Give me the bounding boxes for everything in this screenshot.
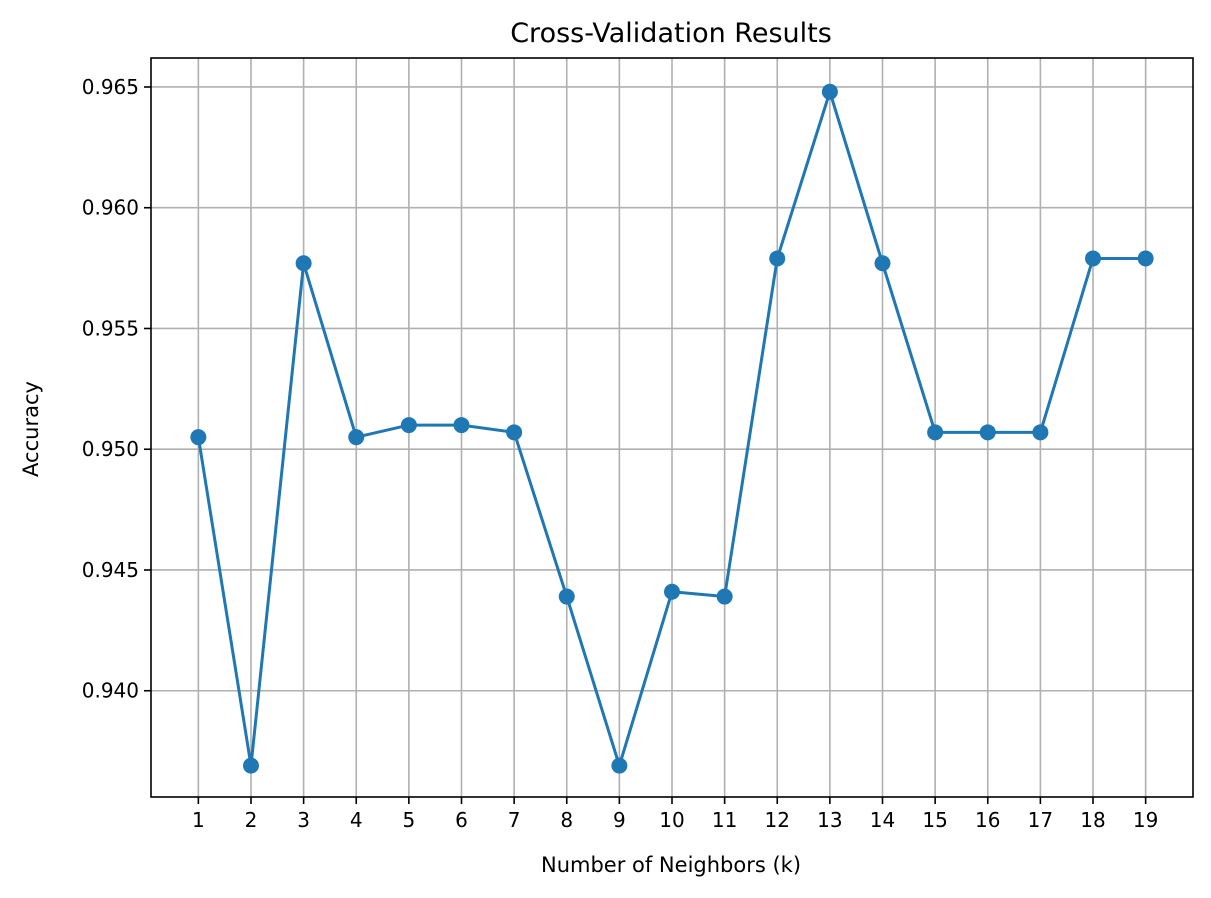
data-point-k18: [1085, 250, 1102, 267]
x-tick-label: 18: [1080, 808, 1105, 832]
chart-title: Cross-Validation Results: [510, 18, 832, 49]
y-tick-label: 0.940: [82, 679, 139, 703]
x-tick-label: 11: [712, 808, 737, 832]
y-tick-label: 0.965: [82, 75, 139, 99]
data-point-k11: [716, 588, 733, 605]
axis-ticks: 1 2 3 4 5 6 7 8 9 10 11 12 13 14 15 16 17 18 190.9400.9450…: [82, 75, 1159, 832]
data-point-k7: [506, 424, 523, 441]
data-point-k10: [664, 583, 680, 600]
x-tick-label: 16: [975, 808, 1000, 832]
x-tick-label: 19: [1133, 808, 1158, 832]
x-tick-label: 1: [192, 808, 205, 832]
data-point-k6: [453, 417, 470, 434]
data-point-k2: [242, 757, 259, 774]
x-tick-label: 10: [659, 808, 684, 832]
data-point-k13: [821, 83, 838, 100]
x-tick-label: 3: [297, 808, 310, 832]
x-tick-label: 6: [455, 808, 468, 832]
data-point-k1: [190, 429, 207, 446]
y-axis-label: Accuracy: [19, 381, 43, 477]
x-tick-label: 8: [560, 808, 573, 832]
x-tick-label: 15: [922, 808, 947, 832]
x-tick-label: 12: [765, 808, 790, 832]
data-point-k9: [611, 757, 628, 774]
x-tick-label: 17: [1028, 808, 1053, 832]
x-tick-label: 14: [870, 808, 895, 832]
data-point-k16: [979, 424, 996, 441]
data-point-k3: [295, 255, 312, 272]
data-series: [190, 83, 1154, 774]
data-point-k19: [1137, 250, 1154, 267]
y-tick-label: 0.960: [82, 196, 139, 220]
data-point-k15: [927, 424, 944, 441]
x-tick-label: 7: [508, 808, 521, 832]
data-point-k8: [558, 588, 575, 605]
x-tick-label: 2: [245, 808, 258, 832]
x-tick-label: 9: [613, 808, 626, 832]
data-point-k14: [874, 255, 891, 272]
y-tick-label: 0.945: [82, 558, 139, 582]
x-tick-label: 5: [403, 808, 416, 832]
data-point-k4: [348, 429, 365, 446]
data-point-k5: [400, 417, 417, 434]
x-axis-label: Number of Neighbors (k): [541, 853, 801, 877]
x-tick-label: 4: [350, 808, 363, 832]
data-point-k17: [1032, 424, 1049, 441]
y-tick-label: 0.950: [82, 437, 139, 461]
data-point-k12: [769, 250, 786, 267]
x-tick-label: 13: [817, 808, 842, 832]
y-tick-label: 0.955: [82, 316, 139, 340]
grid: [151, 58, 1193, 797]
